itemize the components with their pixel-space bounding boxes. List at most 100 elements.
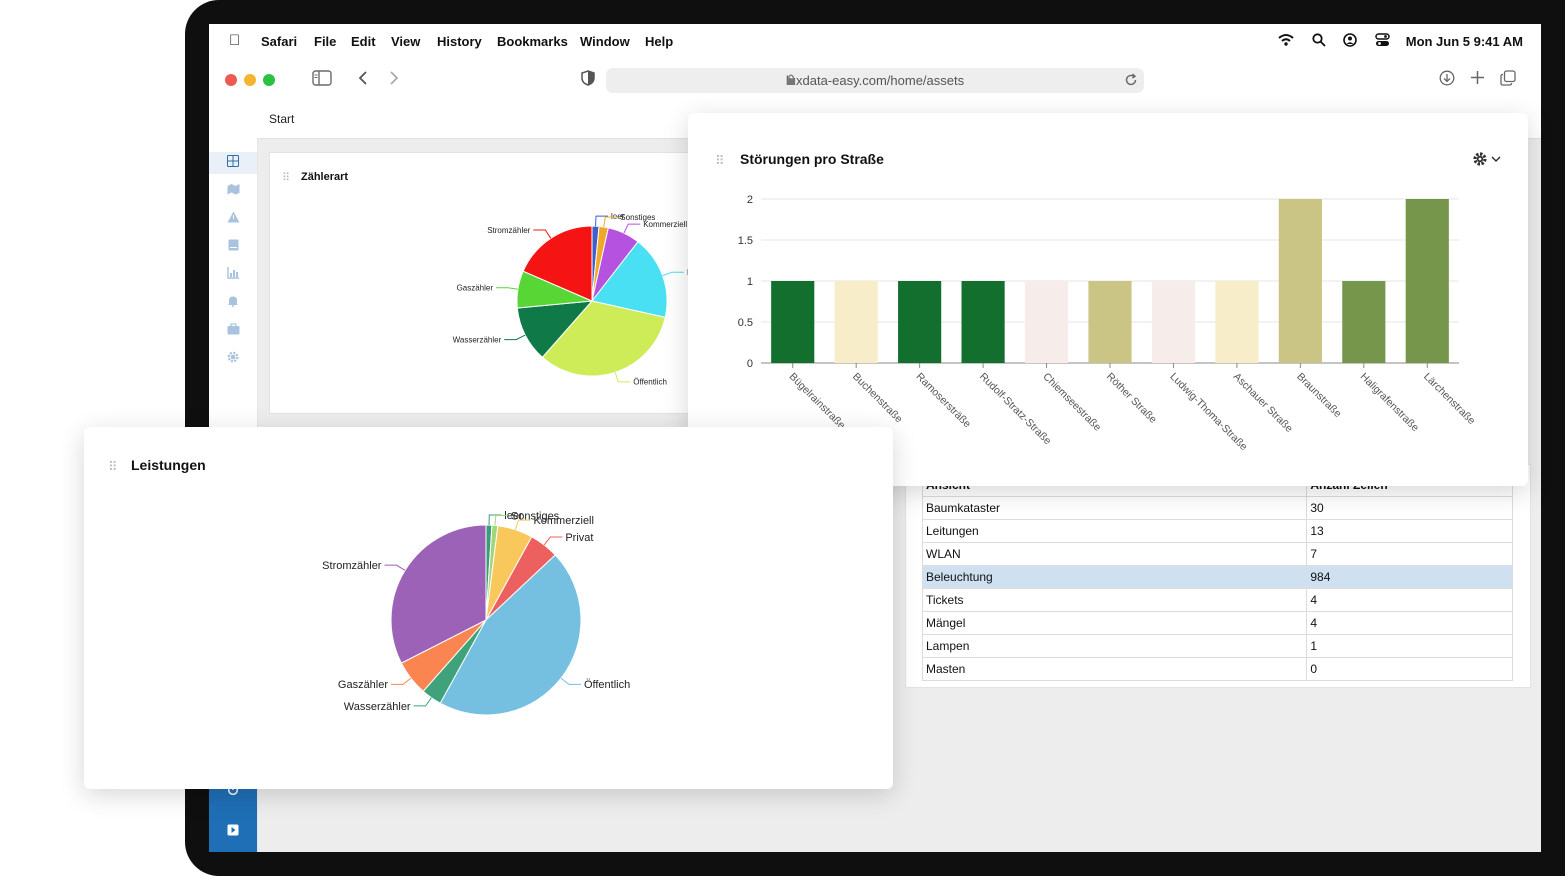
bar[interactable]: [1405, 199, 1449, 363]
leistungen-label-line: [543, 536, 563, 546]
drag-handle-icon[interactable]: ⠿: [108, 459, 117, 474]
table-row[interactable]: WLAN 7: [921, 542, 1513, 566]
minimize-window-button[interactable]: [244, 74, 256, 86]
y-tick-label: 2: [747, 194, 753, 206]
zaehlerart-slice-label: Stromzähler: [487, 226, 530, 235]
bar[interactable]: [771, 281, 815, 363]
chart-icon[interactable]: [209, 264, 257, 286]
address-bar[interactable]: luxdata-easy.com/home/assets: [606, 68, 1144, 93]
drag-handle-icon[interactable]: ⠿: [715, 153, 724, 168]
table-row[interactable]: Masten 0: [921, 657, 1513, 681]
bar[interactable]: [1278, 199, 1322, 363]
user-icon[interactable]: [1343, 33, 1357, 50]
table-row[interactable]: Beleuchtung 984: [921, 565, 1513, 589]
downloads-icon[interactable]: [1439, 70, 1455, 91]
leistungen-label-line: [384, 564, 406, 571]
tab-overview-icon[interactable]: [1500, 70, 1516, 91]
stoerungen-title: Störungen pro Straße: [740, 151, 884, 167]
close-window-button[interactable]: [225, 74, 237, 86]
table-row[interactable]: Mängel 4: [921, 611, 1513, 635]
x-tick-label: Bügelrainstraße: [787, 371, 848, 432]
y-tick-label: 1: [747, 276, 753, 288]
menu-file[interactable]: File: [314, 34, 337, 49]
breadcrumb[interactable]: Start: [269, 112, 295, 126]
menu-bookmarks[interactable]: Bookmarks: [497, 34, 568, 49]
cell-anzahl: 0: [1306, 657, 1513, 681]
menu-datetime[interactable]: Mon Jun 5 9:41 AM: [1405, 34, 1523, 49]
menu-help[interactable]: Help: [645, 34, 674, 49]
leistungen-slice-label: Sonstiges: [511, 510, 560, 522]
zaehlerart-label-line: [614, 372, 631, 383]
zaehlerart-slice-label: Öffentlich: [633, 378, 667, 387]
menu-edit[interactable]: Edit: [351, 34, 376, 49]
cell-anzahl: 1: [1306, 634, 1513, 658]
x-tick-label: Ramosersträße: [914, 371, 974, 431]
zaehlerart-slice-label: Sonstiges: [620, 213, 655, 222]
table-row[interactable]: Leitungen 13: [921, 519, 1513, 543]
settings-icon[interactable]: [209, 348, 257, 370]
menu-app-name[interactable]: Safari: [261, 34, 298, 49]
lock-icon: [786, 73, 796, 91]
leistungen-label-line: [391, 677, 412, 685]
zaehlerart-slice[interactable]: [522, 225, 593, 302]
reload-icon[interactable]: [1124, 73, 1138, 92]
zaehlerart-label-line: [603, 216, 618, 228]
bar[interactable]: [961, 281, 1005, 363]
control-center-icon[interactable]: [1375, 33, 1390, 50]
bell-icon[interactable]: [209, 292, 257, 314]
x-tick-label: Aschauer Straße: [1231, 371, 1295, 435]
leistungen-card: ⠿ Leistungen leer Sonstiges Kommerziell Pri…: [84, 427, 893, 789]
ansichten-table: Ansicht Anzahl Zeilen Baumkataster30Leit…: [921, 473, 1513, 681]
cell-ansicht: Lampen: [921, 634, 1308, 658]
cell-ansicht: Beleuchtung: [921, 565, 1308, 589]
menu-window[interactable]: Window: [580, 34, 630, 49]
cell-ansicht: Baumkataster: [921, 496, 1308, 520]
back-icon[interactable]: [358, 70, 368, 91]
play-icon[interactable]: [209, 824, 257, 839]
leistungen-slice-label: leer: [504, 510, 523, 522]
bar[interactable]: [1215, 281, 1259, 363]
dashboard-icon[interactable]: [209, 152, 257, 174]
sidebar-toggle-icon[interactable]: [312, 70, 332, 91]
map-icon[interactable]: [209, 180, 257, 202]
table-row[interactable]: Tickets 4: [921, 588, 1513, 612]
search-icon[interactable]: [1312, 33, 1326, 50]
zaehlerart-title: Zählerart: [301, 171, 349, 183]
bar[interactable]: [1151, 281, 1196, 363]
book-icon[interactable]: [209, 236, 257, 258]
drag-handle-icon[interactable]: ⠿: [282, 172, 290, 184]
table-row[interactable]: Lampen 1: [921, 634, 1513, 658]
zoom-window-button[interactable]: [263, 74, 275, 86]
bar[interactable]: [1024, 281, 1069, 363]
new-tab-icon[interactable]: [1470, 70, 1485, 90]
cell-ansicht: WLAN: [921, 542, 1308, 566]
x-tick-label: Lärchenstraße: [1421, 371, 1477, 427]
address-url: luxdata-easy.com/home/assets: [785, 73, 965, 88]
bar[interactable]: [1342, 281, 1386, 363]
y-tick-label: 1.5: [738, 235, 753, 247]
warning-icon[interactable]: [209, 208, 257, 230]
bar[interactable]: [898, 281, 942, 363]
stoerungen-card: ⠿ Störungen pro Straße 0 0.5 1 1.5 2 Bügelrai…: [688, 113, 1528, 486]
forward-icon[interactable]: [389, 70, 399, 91]
x-tick-label: Röther Straße: [1104, 371, 1159, 426]
zaehlerart-label-line: [496, 287, 519, 290]
ansichten-widget: Ansicht Anzahl Zeilen Baumkataster30Leit…: [905, 464, 1531, 688]
privacy-shield-icon[interactable]: [581, 70, 595, 91]
wifi-icon[interactable]: [1278, 33, 1294, 50]
bar[interactable]: [1088, 281, 1132, 363]
briefcase-icon[interactable]: [209, 320, 257, 342]
bar[interactable]: [834, 281, 878, 363]
apple-icon[interactable]: : [229, 32, 240, 49]
leistungen-slice-label: Gaszähler: [338, 679, 388, 691]
zaehlerart-slice[interactable]: [541, 300, 666, 377]
menu-view[interactable]: View: [391, 34, 421, 49]
menu-history[interactable]: History: [437, 34, 482, 49]
leistungen-label-line: [413, 697, 432, 707]
y-tick-label: 0.5: [738, 317, 753, 329]
leistungen-title: Leistungen: [131, 457, 206, 473]
cell-anzahl: 4: [1306, 588, 1513, 612]
gear-icon[interactable]: [1472, 151, 1502, 172]
table-row[interactable]: Baumkataster 30: [921, 496, 1513, 520]
zaehlerart-label-line: [595, 215, 609, 227]
